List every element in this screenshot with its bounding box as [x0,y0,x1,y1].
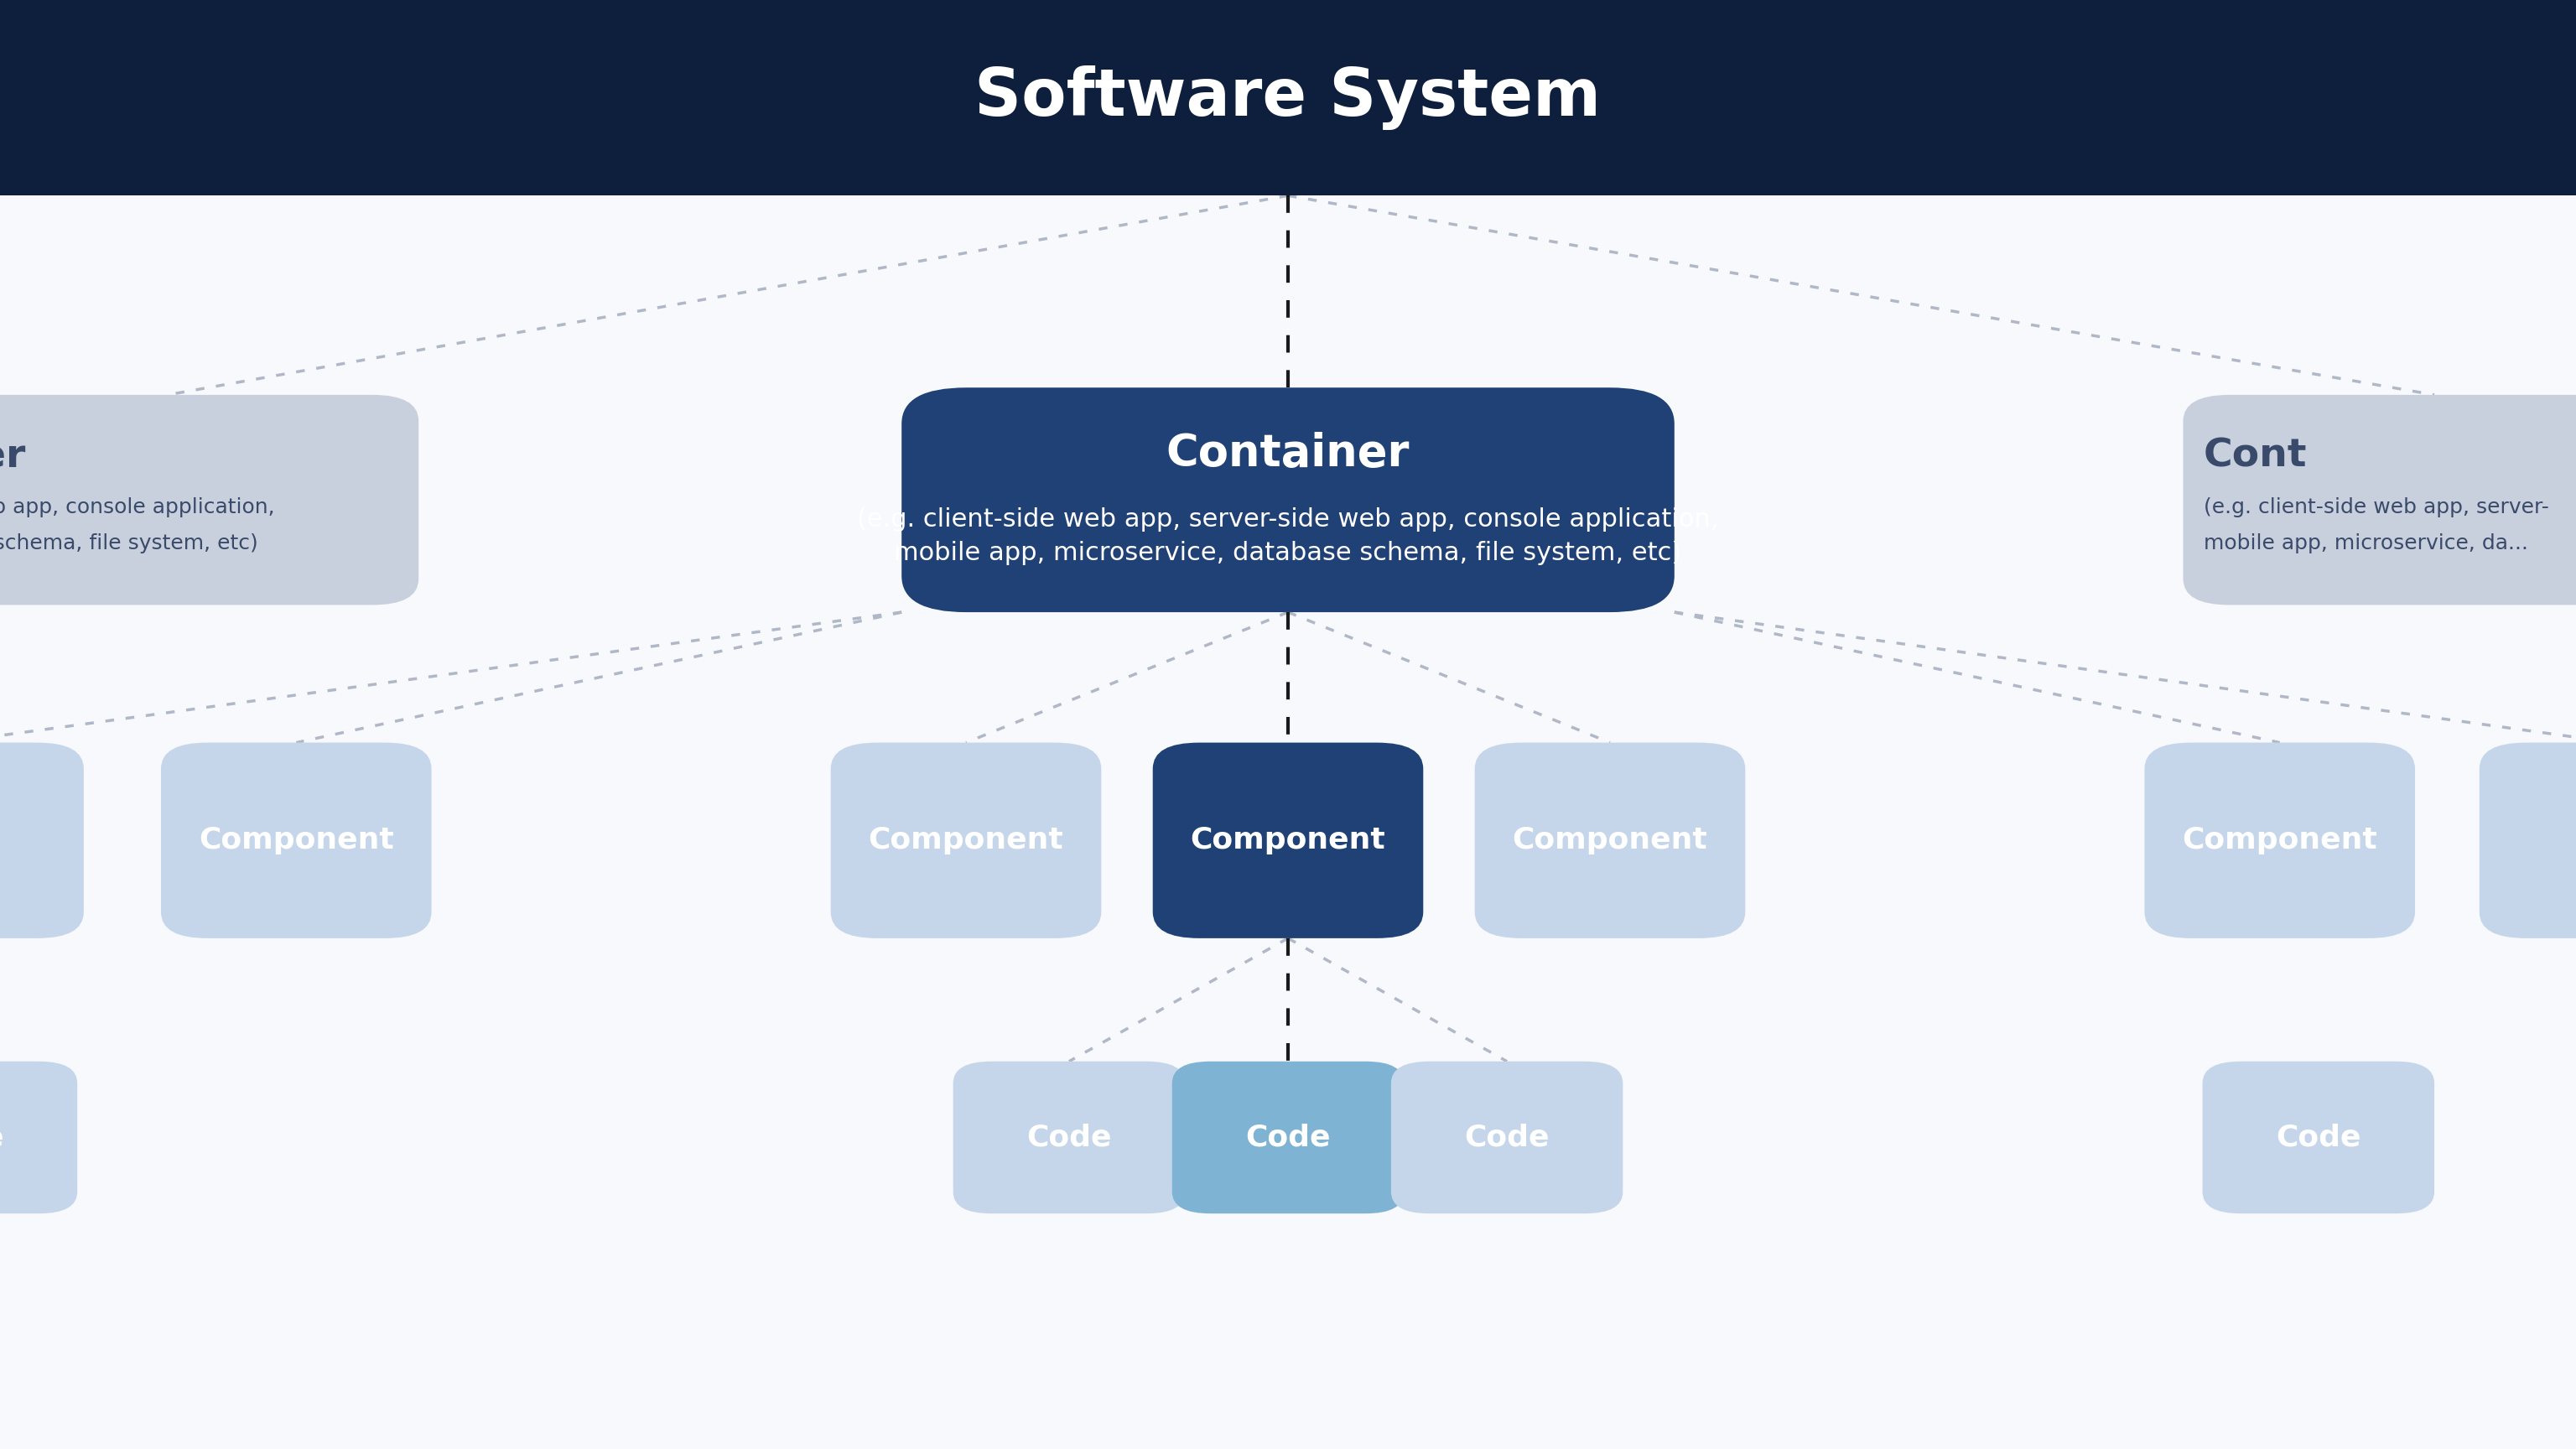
Text: Component: Component [1512,826,1708,855]
Text: Component: Component [1190,826,1386,855]
Text: le web app, console application,: le web app, console application, [0,497,276,517]
FancyBboxPatch shape [0,1061,77,1214]
Text: iner: iner [0,438,26,475]
Text: Cont: Cont [2202,438,2308,475]
FancyBboxPatch shape [2182,394,2576,606]
Text: Code: Code [1244,1123,1332,1152]
FancyBboxPatch shape [953,1061,1185,1214]
FancyBboxPatch shape [829,743,1103,939]
Text: Code: Code [1463,1123,1551,1152]
FancyBboxPatch shape [0,743,82,939]
FancyBboxPatch shape [902,388,1674,611]
FancyBboxPatch shape [2143,743,2416,939]
Text: Component: Component [2182,826,2378,855]
FancyBboxPatch shape [160,743,430,939]
Text: (e.g. client-side web app, server-side web app, console application,
mobile app,: (e.g. client-side web app, server-side w… [858,507,1718,565]
FancyBboxPatch shape [0,394,417,606]
Text: Code: Code [2275,1123,2362,1152]
Text: Component: Component [868,826,1064,855]
Text: (e.g. client-side web app, server-: (e.g. client-side web app, server- [2202,497,2550,517]
Text: base schema, file system, etc): base schema, file system, etc) [0,533,258,554]
FancyBboxPatch shape [1154,743,1422,939]
Text: Container: Container [1167,432,1409,475]
Text: Component: Component [198,826,394,855]
FancyBboxPatch shape [1391,1061,1623,1214]
FancyBboxPatch shape [0,0,2576,196]
FancyBboxPatch shape [1172,1061,1404,1214]
FancyBboxPatch shape [2202,1061,2434,1214]
FancyBboxPatch shape [1473,743,1744,939]
FancyBboxPatch shape [2478,743,2576,939]
Text: Code: Code [0,1123,5,1152]
Text: Code: Code [1025,1123,1113,1152]
Text: Software System: Software System [974,65,1602,130]
Text: mobile app, microservice, da...: mobile app, microservice, da... [2202,533,2527,554]
